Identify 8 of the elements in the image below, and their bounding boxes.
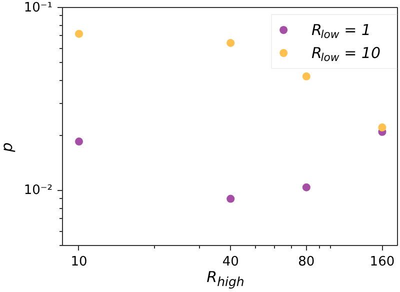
y-tick-label: 10⁻² [24, 182, 53, 198]
x-tick-label: 10 [70, 254, 88, 270]
x-tick-label: 160 [370, 254, 395, 270]
y-tick-label: 10⁻¹ [24, 0, 53, 16]
y-axis-title: p [0, 142, 16, 152]
x-tick-label: 80 [298, 254, 315, 270]
x-axis-title: R$_{high}$ [206, 268, 244, 289]
x-tick-label: 40 [222, 254, 239, 270]
